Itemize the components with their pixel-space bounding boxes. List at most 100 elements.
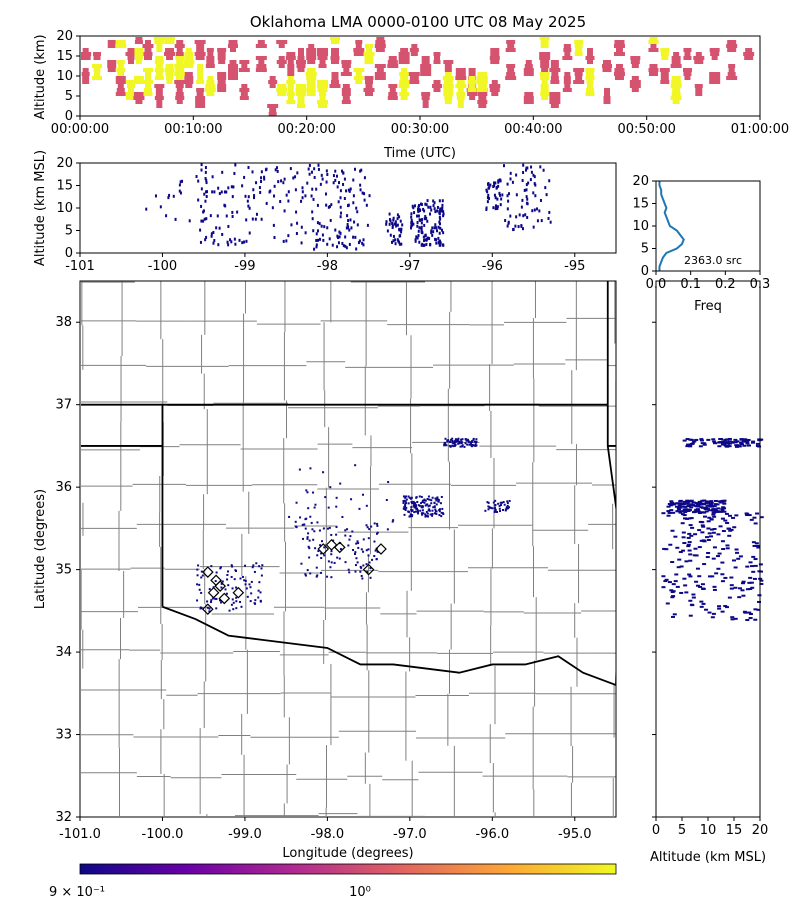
time-height-cell [185, 84, 193, 88]
lon-alt-point [431, 233, 434, 237]
plan-view-point [196, 568, 199, 571]
lon-alt-point [199, 228, 202, 232]
time-height-cell [374, 72, 386, 76]
alt-lat-point [689, 517, 694, 520]
time-height-cell [228, 68, 238, 72]
plan-view-point [355, 557, 358, 560]
alt-lat-point [684, 591, 689, 594]
lon-alt-point [231, 210, 234, 214]
lon-alt-point [342, 244, 345, 248]
time-height-x-tick-label: 01:00:00 [731, 122, 789, 137]
plan-view-point [421, 500, 424, 503]
time-height-cell [444, 64, 452, 68]
time-height-cell [398, 52, 410, 56]
alt-lat-point [757, 438, 762, 441]
lon-alt-point [203, 217, 206, 221]
plan-view-point [433, 512, 436, 515]
time-height-cell [574, 40, 584, 44]
alt-lat-point [724, 606, 729, 609]
time-height-cell [550, 80, 560, 84]
alt-lat-point [661, 575, 666, 578]
lon-alt-point [292, 176, 295, 180]
lon-alt-point [331, 243, 334, 247]
time-height-cell [255, 68, 267, 72]
alt-lat-point [695, 584, 700, 587]
lon-alt-point [356, 210, 359, 214]
lon-alt-point [252, 188, 255, 192]
lon-alt-point [327, 205, 330, 209]
time-height-cell [421, 92, 431, 96]
lon-alt-point [260, 170, 263, 174]
time-height-cell [164, 37, 176, 40]
time-height-cell [176, 88, 183, 92]
alt-lat-points [661, 437, 764, 622]
time-height-cell [491, 80, 498, 84]
lon-alt-point [301, 196, 304, 200]
time-height-cell [134, 40, 143, 44]
plan-view-point [414, 506, 417, 509]
plan-view-point [261, 564, 264, 567]
lon-alt-point [536, 219, 539, 223]
time-height-cell [183, 60, 195, 64]
lon-alt-point [197, 179, 200, 183]
time-height-cell [409, 76, 419, 80]
lon-alt-point [227, 186, 230, 190]
lon-alt-point [526, 215, 529, 219]
plan-view-point [470, 445, 473, 448]
time-height-cell [285, 56, 296, 60]
lon-alt-point [506, 182, 509, 186]
lon-alt-point [347, 225, 350, 229]
lon-alt-point [506, 194, 509, 198]
plan-view-point [412, 505, 415, 508]
plan-view-point [258, 565, 261, 568]
plan-view-point [313, 506, 316, 509]
time-height-cell [305, 72, 317, 76]
alt-lat-point [688, 524, 693, 527]
time-height-cell [432, 84, 442, 88]
time-height-cell [81, 52, 92, 56]
lon-alt-point [493, 193, 496, 197]
time-height-cell [671, 56, 681, 60]
lon-alt-point [227, 224, 230, 228]
lon-alt-point [336, 185, 339, 189]
plan-view-point [356, 540, 359, 543]
plan-view-point [373, 555, 376, 558]
plan-view-point [425, 503, 428, 506]
plan-view-point [314, 503, 317, 506]
alt-lat-point [746, 438, 751, 441]
plan-view-point [371, 558, 374, 561]
lon-alt-point [394, 220, 397, 224]
time-height-cell [540, 76, 550, 80]
plan-view-point [438, 510, 441, 513]
lon-alt-point [265, 201, 268, 205]
plan-view-point [424, 515, 427, 518]
alt-lat-point [678, 511, 683, 514]
lon-alt-point [343, 196, 346, 200]
plan-view-point [249, 586, 252, 589]
plan-view-point [306, 569, 309, 572]
lon-alt-point [522, 214, 525, 218]
time-height-cell [563, 48, 572, 52]
time-height-cell [728, 64, 736, 68]
time-height-cell [185, 48, 192, 52]
time-height-cell [660, 72, 669, 76]
plan-view-point [454, 440, 457, 443]
plan-view-point [494, 504, 497, 507]
plan-view-x-tick-label: -101.0 [59, 827, 101, 842]
alt-lat-point [699, 600, 704, 603]
plan-view-point [419, 509, 422, 512]
time-height-cell [363, 88, 375, 92]
plan-view-point [339, 548, 342, 551]
lon-alt-point [200, 163, 203, 167]
lon-alt-point [417, 214, 420, 218]
time-height-cell [204, 88, 216, 92]
time-height-cell [409, 48, 419, 52]
time-height-cell [673, 52, 680, 56]
alt-lat-point [759, 582, 764, 585]
alt-lat-point [748, 612, 753, 615]
time-height-cell [355, 40, 363, 44]
time-height-cell [524, 64, 533, 68]
time-height-cell [727, 40, 737, 44]
lon-alt-point [362, 238, 365, 242]
lon-alt-point [392, 216, 395, 220]
